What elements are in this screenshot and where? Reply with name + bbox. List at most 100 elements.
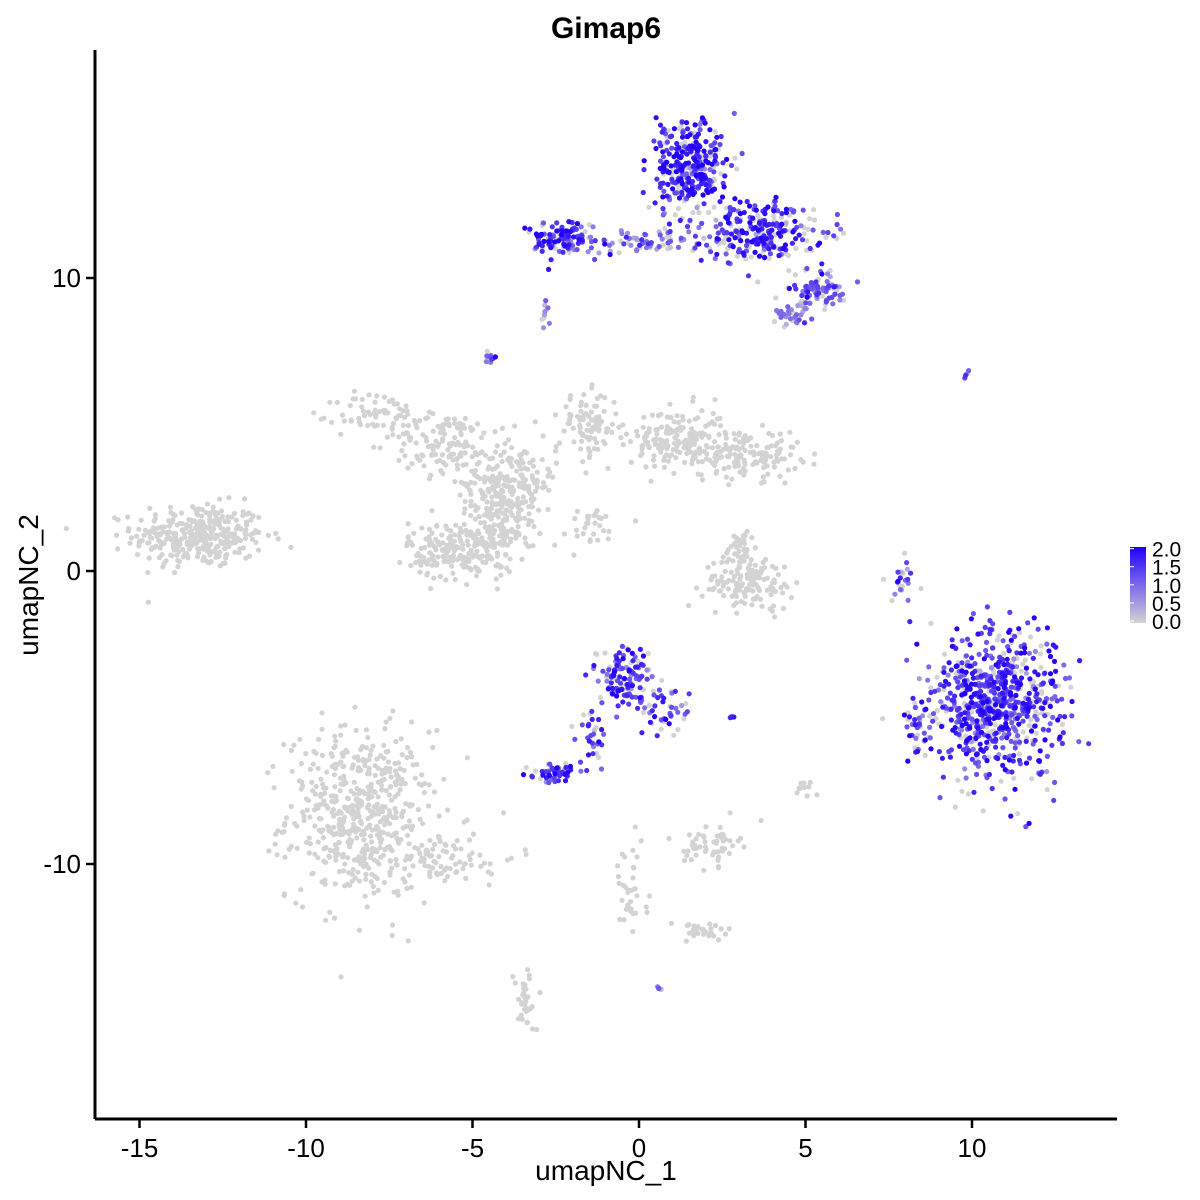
cell-point <box>452 479 458 485</box>
cell-point <box>355 869 361 875</box>
cell-point <box>508 445 515 451</box>
cell-point <box>781 564 788 570</box>
cell-point <box>975 631 981 637</box>
cell-point <box>741 472 747 478</box>
cell-point <box>907 619 913 625</box>
cell-point <box>643 904 649 910</box>
cell-point <box>706 933 712 939</box>
cell-point <box>379 809 386 815</box>
cell-point <box>811 461 817 467</box>
cell-point <box>614 656 620 662</box>
cell-point <box>1020 661 1026 667</box>
cell-point <box>925 677 931 683</box>
cell-point <box>358 767 364 773</box>
cell-point <box>706 586 712 592</box>
cell-point <box>334 399 340 405</box>
cell-point <box>298 887 304 893</box>
cell-point <box>615 863 621 869</box>
cell-point <box>652 439 658 445</box>
cell-point <box>963 372 969 378</box>
cell-point <box>256 514 262 520</box>
cell-point <box>502 441 508 447</box>
cell-point <box>462 450 468 456</box>
cell-point <box>634 247 640 253</box>
cell-point <box>468 503 474 509</box>
cell-point <box>992 715 998 721</box>
cell-point <box>504 857 510 863</box>
cell-point <box>406 841 412 847</box>
cell-point <box>774 452 780 458</box>
cell-point <box>1047 653 1054 660</box>
cell-point <box>496 541 502 547</box>
cell-point <box>367 854 373 861</box>
cell-point <box>520 985 527 991</box>
cell-point <box>734 610 740 616</box>
cell-point <box>584 520 590 526</box>
cell-point <box>353 727 359 734</box>
cell-point <box>981 656 987 662</box>
cell-point <box>166 523 172 529</box>
cell-point <box>671 419 677 425</box>
cell-point <box>964 636 971 642</box>
cell-point <box>457 420 463 426</box>
cell-point <box>650 457 657 463</box>
cell-point <box>723 251 729 257</box>
cell-point <box>777 431 783 437</box>
cell-point <box>949 637 955 643</box>
cell-point <box>455 466 461 472</box>
cell-point <box>630 887 636 893</box>
cell-point <box>619 897 625 904</box>
cell-point <box>1066 675 1073 681</box>
cell-point <box>775 572 782 578</box>
cell-point <box>281 741 287 748</box>
cell-point <box>498 499 504 505</box>
cell-point <box>523 540 529 546</box>
cell-point <box>398 736 404 742</box>
cell-point <box>824 271 831 277</box>
cell-point <box>355 858 361 864</box>
cell-point <box>507 488 513 494</box>
cell-point <box>517 452 523 458</box>
cell-point <box>668 414 674 421</box>
cell-point <box>974 718 980 724</box>
cell-point <box>546 266 552 272</box>
cell-point <box>1068 684 1074 690</box>
cell-point <box>452 416 458 422</box>
cell-point <box>214 517 220 524</box>
cell-point <box>1076 739 1082 745</box>
cell-point <box>477 475 483 482</box>
cell-point <box>751 596 757 602</box>
cell-point <box>390 922 396 928</box>
cell-point <box>658 424 665 430</box>
cell-point <box>593 440 600 446</box>
cell-point <box>803 300 809 306</box>
cell-point <box>1010 678 1016 684</box>
cell-point <box>589 716 595 723</box>
cell-point <box>311 410 317 416</box>
cell-point <box>376 811 382 817</box>
cell-point <box>134 533 140 539</box>
cell-point <box>733 600 740 606</box>
cell-point <box>759 603 765 609</box>
cell-point <box>526 483 532 489</box>
cell-point <box>695 163 702 169</box>
x-tick-label: -5 <box>461 1133 484 1163</box>
cell-point <box>313 783 319 790</box>
cell-point <box>349 878 355 884</box>
cell-point <box>365 791 371 797</box>
cell-point <box>288 544 294 551</box>
cell-point <box>1026 722 1032 728</box>
cell-point <box>217 549 223 555</box>
cell-point <box>683 938 689 944</box>
cell-point <box>481 860 487 866</box>
cell-point <box>595 678 601 684</box>
cell-point <box>1017 739 1023 745</box>
cell-point <box>617 674 623 680</box>
cell-point <box>934 707 940 714</box>
cell-point <box>738 559 744 565</box>
cell-point <box>690 394 697 400</box>
cell-point <box>634 854 640 860</box>
cell-point <box>993 730 999 736</box>
cell-point <box>1012 740 1018 746</box>
cell-point <box>978 673 984 679</box>
